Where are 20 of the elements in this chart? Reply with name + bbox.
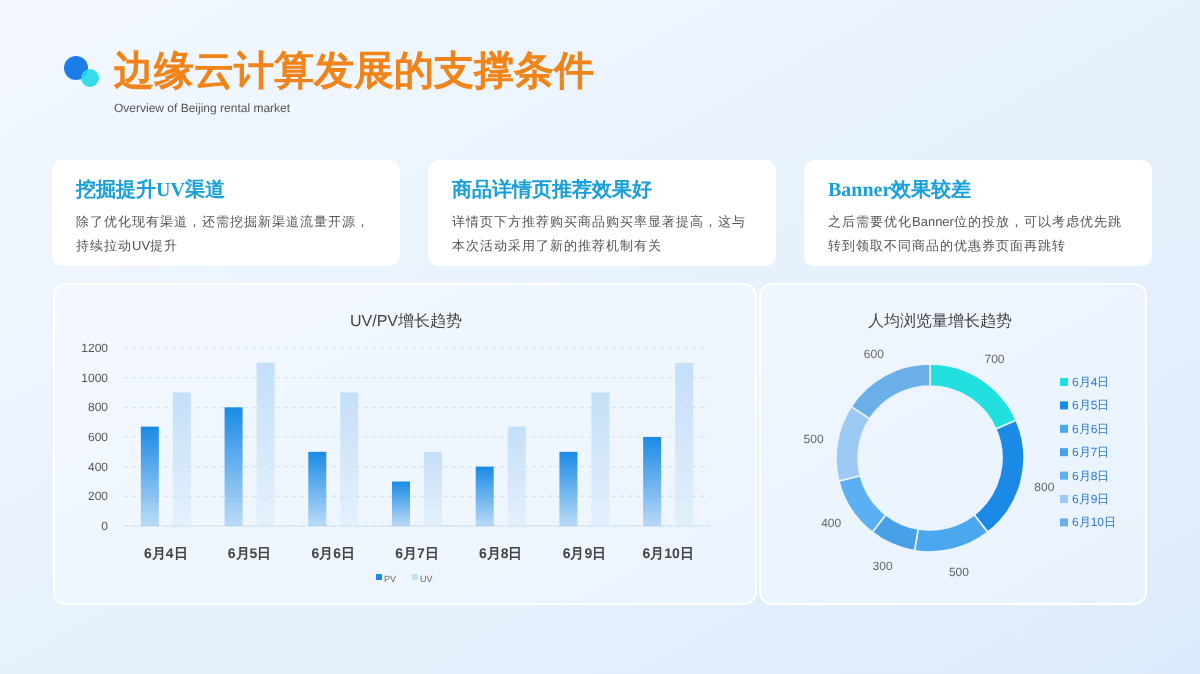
bar <box>559 451 578 526</box>
bar <box>507 426 526 526</box>
bar <box>308 451 327 526</box>
text: 边缘云计算发展的支撑条件 <box>112 50 594 94</box>
bar <box>340 392 359 526</box>
text: 商品详情页推荐效果好 <box>450 178 652 202</box>
bar <box>392 481 410 526</box>
bar <box>475 466 494 526</box>
bar <box>643 437 662 526</box>
bar <box>591 392 610 526</box>
text: Banner效果较差 <box>828 178 972 202</box>
bar <box>675 362 694 526</box>
chart-title: 人均浏览量增长趋势 <box>868 312 1012 330</box>
text: 挖掘提升UV渠道 <box>74 178 227 202</box>
bar <box>172 392 191 526</box>
bar <box>140 426 159 526</box>
chart-title: UV/PV增长趋势 <box>349 312 463 330</box>
bar <box>224 407 243 526</box>
bar <box>256 362 275 526</box>
bar <box>424 451 442 526</box>
